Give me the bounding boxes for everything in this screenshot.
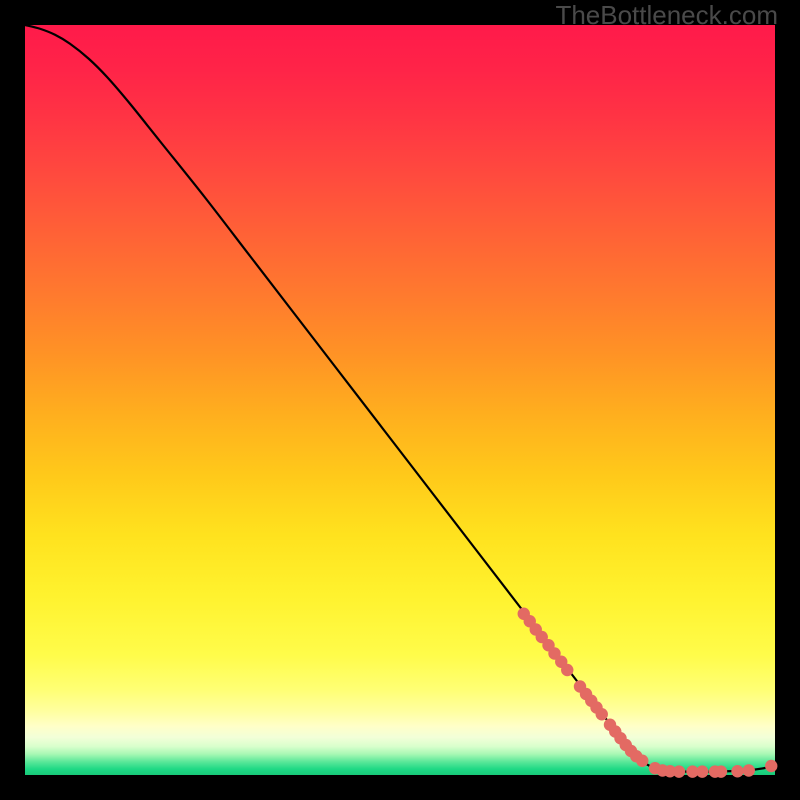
curve-marker xyxy=(561,664,573,676)
curve-marker xyxy=(673,765,685,777)
bottleneck-curve-chart xyxy=(0,0,800,800)
curve-marker xyxy=(596,708,608,720)
curve-marker xyxy=(731,765,743,777)
curve-marker xyxy=(743,764,755,776)
watermark-text: TheBottleneck.com xyxy=(555,0,778,31)
curve-marker xyxy=(636,755,648,767)
curve-marker xyxy=(765,760,777,772)
chart-stage: TheBottleneck.com xyxy=(0,0,800,800)
curve-marker xyxy=(715,765,727,777)
curve-marker xyxy=(696,765,708,777)
gradient-background xyxy=(25,25,775,775)
